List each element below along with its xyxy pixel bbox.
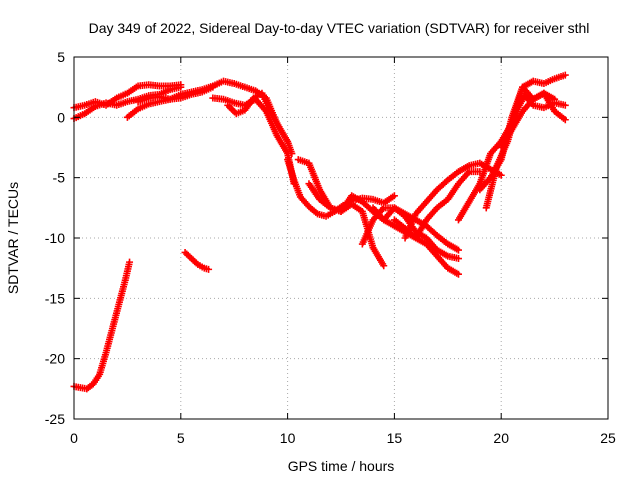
data-point [561,71,569,79]
series-s7 [224,89,283,131]
y-tick-label: -25 [45,411,65,427]
y-axis-ticks: -25 -20 -15 -10 -5 0 5 [45,49,608,427]
x-tick-label: 10 [280,430,296,446]
grid-lines [74,57,608,419]
x-tick-label: 25 [600,430,616,446]
series-s19 [497,89,569,151]
data-point [454,255,462,263]
data-point [126,258,134,266]
data-point [205,265,213,273]
x-tick-label: 15 [387,430,403,446]
y-tick-label: -20 [45,351,65,367]
data-point [561,101,569,109]
x-tick-label: 20 [493,430,509,446]
y-tick-label: -15 [45,290,65,306]
y-tick-label: 5 [57,49,65,65]
series-s10 [305,180,388,270]
series-s8 [284,156,398,220]
data-point [177,83,185,91]
series-s12 [369,204,462,278]
x-tick-label: 5 [177,430,185,446]
series-s4 [134,82,217,106]
data-points [70,71,569,393]
data-point [497,171,505,179]
data-point [275,123,283,131]
series-s14 [390,168,484,242]
y-tick-label: 0 [57,109,65,125]
y-tick-label: -10 [45,230,65,246]
data-point [390,192,398,200]
data-point [454,246,462,254]
x-tick-label: 0 [70,430,78,446]
data-point [454,270,462,278]
chart-title: Day 349 of 2022, Sidereal Day-to-day VTE… [89,20,590,36]
series-s20 [70,258,134,393]
x-axis-label: GPS time / hours [288,458,395,474]
x-axis-ticks: 0 5 10 15 20 25 [70,57,616,446]
data-point [561,116,569,124]
y-tick-label: -5 [53,170,66,186]
data-point [380,262,388,270]
y-axis-label: SDTVAR / TECUs [5,182,21,294]
series-s21 [181,248,213,273]
